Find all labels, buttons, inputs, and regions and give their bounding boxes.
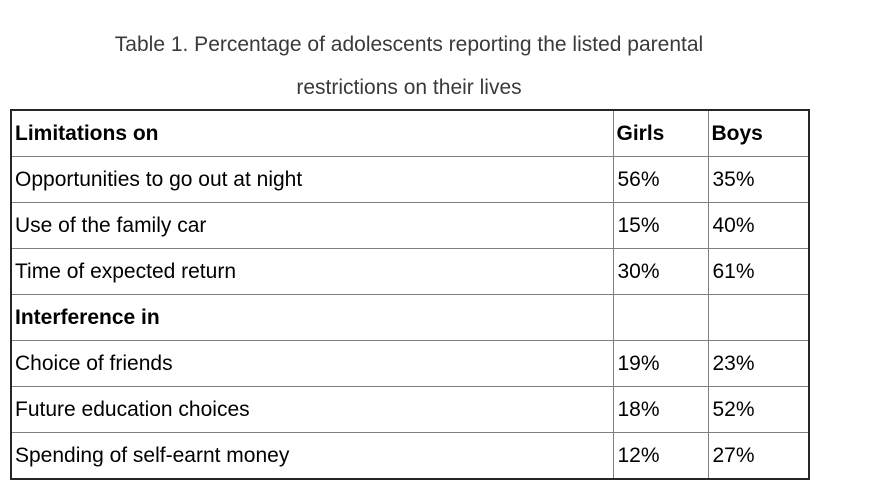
table-row: Use of the family car 15% 40% [10,202,810,249]
table-row: Choice of friends 19% 23% [10,340,810,387]
table-row: Future education choices 18% 52% [10,386,810,433]
table-row: Spending of self-earnt money 12% 27% [10,432,810,480]
row-label: Choice of friends [10,340,614,387]
boys-value: 40% [707,202,810,249]
row-label: Spending of self-earnt money [10,432,614,480]
section-label: Interference in [10,294,614,341]
column-header-girls: Girls [612,109,709,157]
row-label: Opportunities to go out at night [10,156,614,203]
boys-value: 27% [707,432,810,480]
boys-value: 61% [707,248,810,295]
boys-value: 52% [707,386,810,433]
girls-value: 19% [612,340,709,387]
boys-value: 35% [707,156,810,203]
boys-value: 23% [707,340,810,387]
table-section-row: Interference in [10,294,810,341]
table-caption-line1: Table 1. Percentage of adolescents repor… [114,33,704,56]
row-label: Use of the family car [10,202,614,249]
girls-value: 15% [612,202,709,249]
boys-value-empty [707,294,810,341]
girls-value-empty [612,294,709,341]
girls-value: 30% [612,248,709,295]
table-row: Opportunities to go out at night 56% 35% [10,156,810,203]
table-row: Time of expected return 30% 61% [10,248,810,295]
table-caption-line2: restrictions on their lives [296,76,522,99]
row-label: Future education choices [10,386,614,433]
girls-value: 56% [612,156,709,203]
table-header-row: Limitations on Girls Boys [10,109,810,157]
girls-value: 18% [612,386,709,433]
table-caption: Table 1. Percentage of adolescents repor… [10,0,808,109]
row-label: Time of expected return [10,248,614,295]
column-header-boys: Boys [707,109,810,157]
girls-value: 12% [612,432,709,480]
column-header-limitations-on: Limitations on [10,109,614,157]
data-table: Limitations on Girls Boys Opportunities … [10,109,810,480]
